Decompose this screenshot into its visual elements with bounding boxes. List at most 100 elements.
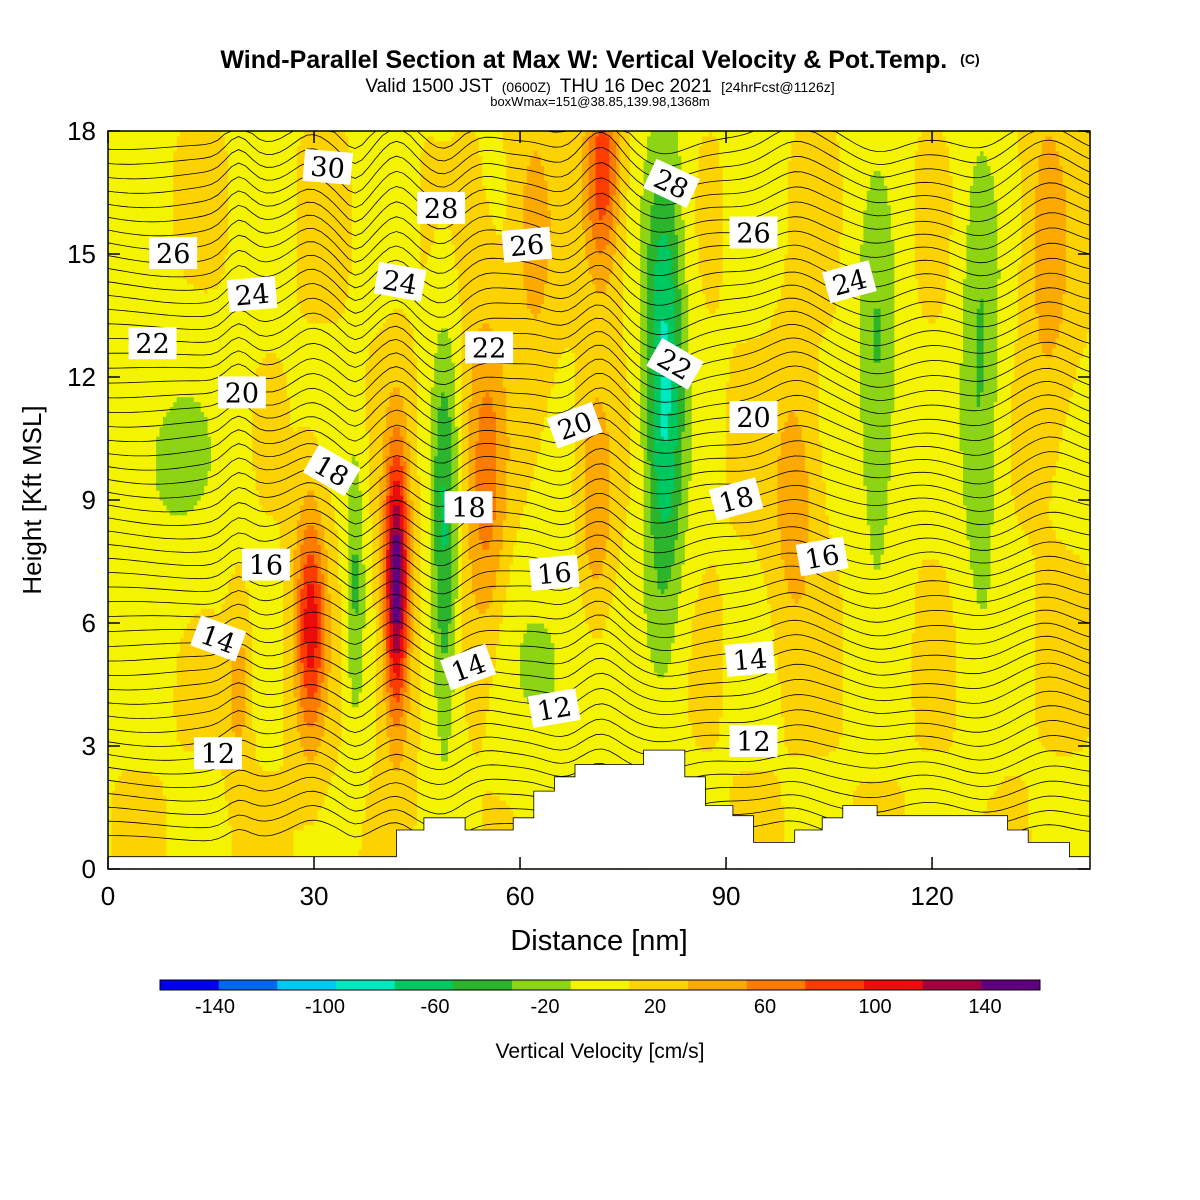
- velocity-cell: [296, 303, 301, 427]
- velocity-cell: [681, 563, 686, 870]
- velocity-cell: [478, 327, 483, 408]
- contour-label: 12: [729, 724, 778, 758]
- velocity-cell: [1062, 185, 1067, 294]
- velocity-cell: [138, 131, 143, 772]
- velocity-cell: [392, 672, 398, 698]
- velocity-cell: [873, 362, 878, 570]
- velocity-cell: [495, 347, 501, 570]
- velocity-cell: [674, 539, 679, 624]
- contour-label: 28: [417, 191, 466, 225]
- velocity-cell: [444, 327, 449, 398]
- velocity-cell: [399, 495, 404, 531]
- velocity-cell: [482, 131, 487, 186]
- velocity-cell: [592, 131, 597, 240]
- velocity-cell: [355, 613, 360, 708]
- velocity-cell: [719, 283, 724, 595]
- velocity-cell: [1079, 750, 1084, 870]
- velocity-cell: [794, 131, 799, 417]
- velocity-cell: [217, 613, 222, 762]
- velocity-cell: [317, 509, 322, 545]
- velocity-cell: [585, 623, 590, 870]
- velocity-cell: [324, 795, 329, 870]
- velocity-cell: [626, 386, 631, 506]
- velocity-cell: [599, 254, 604, 294]
- velocity-cell: [702, 293, 707, 575]
- contour-label-box: [302, 148, 354, 185]
- velocity-cell: [677, 288, 683, 506]
- velocity-cell: [653, 568, 658, 673]
- velocity-cell: [396, 677, 401, 703]
- velocity-cell: [506, 131, 511, 437]
- contour-label: 12: [193, 737, 242, 770]
- velocity-cell: [434, 131, 439, 142]
- velocity-cell: [471, 131, 476, 358]
- velocity-cell: [623, 131, 628, 260]
- velocity-cell: [544, 627, 549, 703]
- velocity-cell: [293, 829, 298, 870]
- velocity-cell: [265, 770, 270, 870]
- velocity-cell: [406, 440, 411, 506]
- velocity-cell: [746, 337, 751, 540]
- velocity-cell: [396, 726, 401, 772]
- velocity-cell: [468, 741, 473, 870]
- velocity-cell: [444, 140, 449, 221]
- velocity-cell: [399, 716, 404, 762]
- x-axis-label: Distance [nm]: [510, 925, 687, 957]
- velocity-cell: [121, 131, 126, 772]
- velocity-cell: [1021, 780, 1026, 870]
- velocity-cell: [825, 327, 830, 516]
- velocity-cell: [441, 327, 446, 393]
- velocity-cell: [314, 563, 319, 604]
- velocity-cell: [355, 706, 360, 870]
- velocity-cell: [990, 131, 995, 176]
- velocity-cell: [307, 583, 312, 668]
- velocity-cell: [794, 416, 799, 604]
- velocity-cell: [279, 362, 284, 550]
- velocity-cell: [499, 234, 504, 363]
- colorbar-swatch: [805, 980, 865, 990]
- velocity-cell: [980, 150, 985, 299]
- velocity-cell: [1083, 563, 1088, 747]
- velocity-cell: [214, 288, 219, 614]
- velocity-cell: [719, 131, 724, 167]
- contour-label: 20: [729, 401, 778, 434]
- contour-label-text: 26: [736, 219, 770, 250]
- velocity-cell: [389, 313, 394, 393]
- velocity-cell: [599, 401, 604, 575]
- velocity-cell: [314, 131, 319, 324]
- isentrope-line: [107, 687, 1091, 719]
- isentrope-line: [107, 222, 1091, 264]
- velocity-cell: [1000, 131, 1005, 782]
- velocity-cell: [183, 131, 188, 280]
- velocity-cell: [1086, 131, 1091, 334]
- velocity-cell: [616, 224, 621, 570]
- velocity-cell: [530, 131, 535, 157]
- velocity-cell: [324, 470, 329, 550]
- velocity-cell: [468, 401, 473, 560]
- velocity-cell: [300, 746, 305, 831]
- velocity-cell: [303, 131, 308, 319]
- velocity-cell: [482, 185, 487, 324]
- velocity-cell: [362, 819, 367, 870]
- velocity-cell: [702, 135, 707, 294]
- velocity-cell: [396, 623, 401, 654]
- velocity-cell: [945, 750, 950, 870]
- contour-label-box: [302, 444, 361, 497]
- velocity-cell: [681, 431, 686, 565]
- velocity-cell: [554, 131, 559, 373]
- velocity-cell: [276, 357, 281, 526]
- velocity-cell: [492, 131, 497, 226]
- velocity-cell: [1069, 755, 1074, 870]
- velocity-cell: [1045, 135, 1050, 358]
- velocity-cell: [1007, 131, 1012, 777]
- velocity-cell: [993, 199, 998, 403]
- velocity-cell: [447, 337, 452, 417]
- x-tick-label: 0: [101, 881, 115, 911]
- contour-label-box: [646, 337, 704, 390]
- velocity-cell: [530, 623, 535, 703]
- contour-label-text: 12: [535, 691, 574, 727]
- velocity-cell: [798, 426, 803, 599]
- velocity-cell: [969, 568, 974, 870]
- velocity-cell: [698, 273, 703, 585]
